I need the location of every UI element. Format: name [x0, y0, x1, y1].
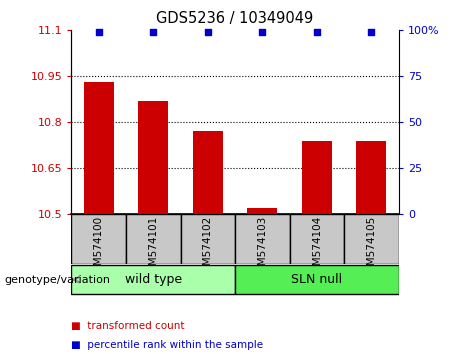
Point — [313, 29, 321, 35]
Bar — [290, 214, 344, 264]
Bar — [181, 214, 235, 264]
Bar — [235, 214, 290, 264]
Bar — [138, 101, 168, 214]
Bar — [344, 214, 399, 264]
Text: GSM574100: GSM574100 — [94, 216, 104, 279]
Bar — [84, 82, 114, 214]
Bar — [126, 214, 181, 264]
Bar — [235, 266, 399, 294]
Text: wild type: wild type — [125, 273, 182, 286]
Bar — [71, 266, 235, 294]
Point — [149, 29, 157, 35]
Title: GDS5236 / 10349049: GDS5236 / 10349049 — [156, 11, 314, 26]
Text: ■  transformed count: ■ transformed count — [71, 321, 185, 331]
Bar — [71, 214, 126, 264]
Text: GSM574105: GSM574105 — [366, 216, 377, 279]
Bar — [302, 141, 332, 214]
Text: SLN null: SLN null — [291, 273, 343, 286]
Point — [95, 29, 102, 35]
Bar — [193, 131, 223, 214]
Text: GSM574104: GSM574104 — [312, 216, 322, 279]
Point — [368, 29, 375, 35]
Bar — [356, 141, 386, 214]
Point — [204, 29, 212, 35]
Text: GSM574102: GSM574102 — [203, 216, 213, 279]
Text: GSM574101: GSM574101 — [148, 216, 158, 279]
Text: ■  percentile rank within the sample: ■ percentile rank within the sample — [71, 340, 264, 350]
Point — [259, 29, 266, 35]
Bar — [248, 208, 278, 214]
Text: genotype/variation: genotype/variation — [5, 275, 111, 285]
Text: GSM574103: GSM574103 — [257, 216, 267, 279]
